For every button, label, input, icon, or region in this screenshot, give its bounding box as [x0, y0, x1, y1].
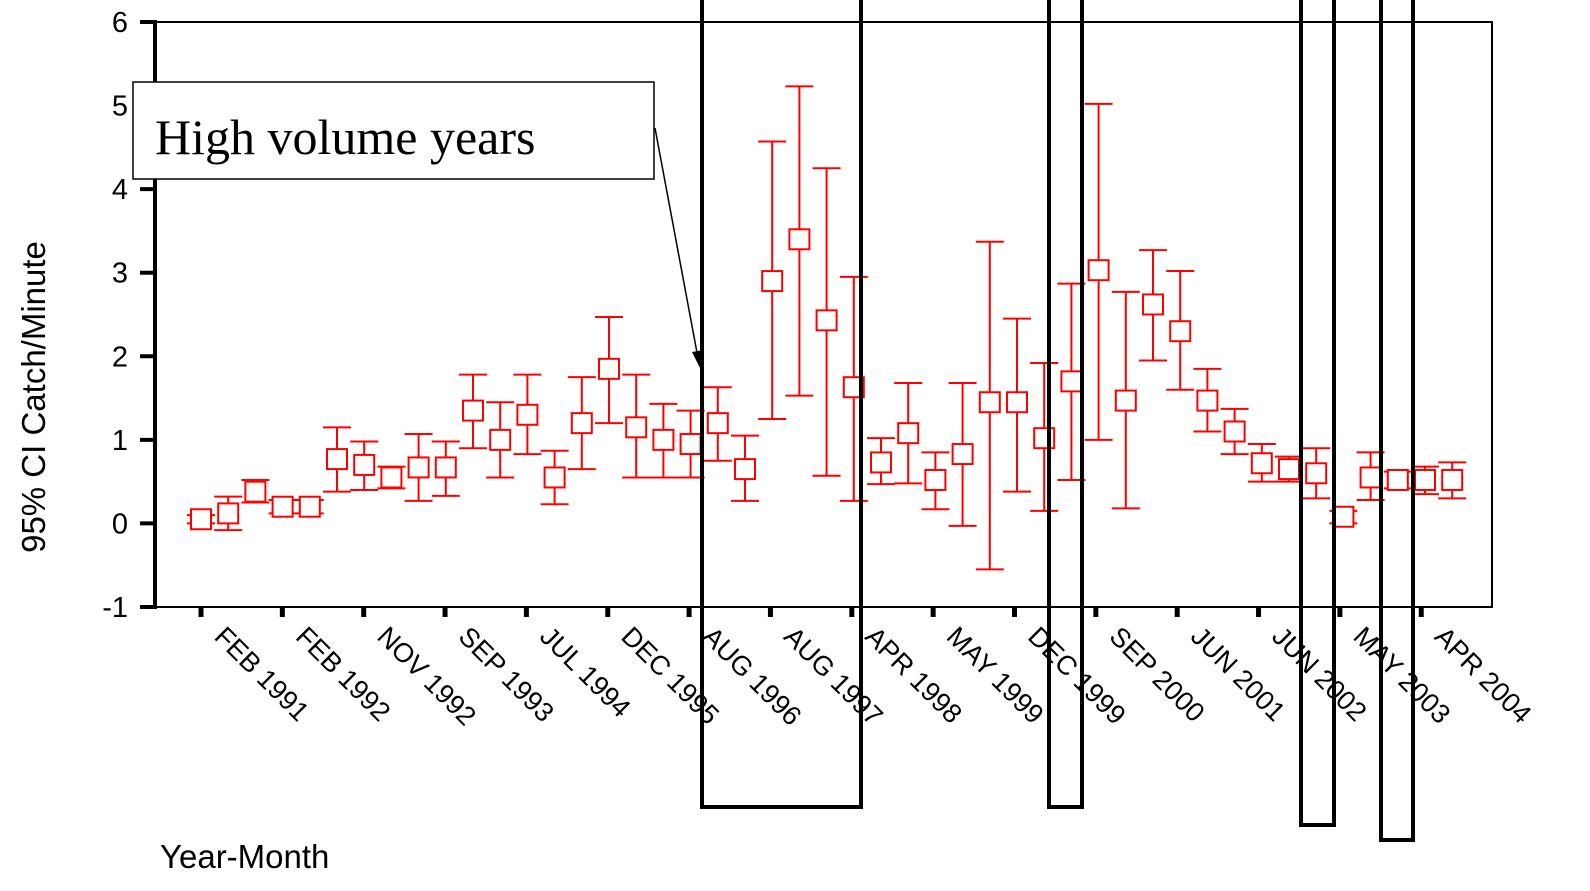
- y-tick-label: 4: [112, 174, 128, 206]
- data-point-marker: [842, 376, 865, 399]
- data-point-marker: [897, 422, 920, 445]
- data-point-marker: [951, 443, 974, 466]
- data-point-marker: [734, 458, 756, 481]
- data-point-marker: [870, 451, 892, 474]
- data-point-marker: [924, 468, 947, 491]
- annotation-callout: High volume years: [132, 81, 704, 370]
- data-point-marker: [326, 448, 348, 471]
- data-point-marker: [380, 466, 403, 489]
- data-point-marker: [1196, 389, 1219, 412]
- data-point-marker: [1087, 259, 1110, 282]
- y-tick-label: 5: [112, 91, 128, 123]
- y-tick-label: 2: [112, 341, 128, 373]
- data-point-marker: [434, 456, 457, 479]
- data-point-marker: [679, 433, 702, 456]
- data-point-marker: [1250, 452, 1273, 475]
- y-tick-label: 0: [112, 508, 128, 540]
- data-point-marker: [1441, 468, 1464, 491]
- data-point-marker: [1223, 420, 1246, 443]
- data-point-marker: [1114, 389, 1137, 412]
- highlight-box-2002: [1299, 0, 1336, 827]
- data-point-marker: [652, 428, 675, 451]
- data-point-marker: [761, 270, 784, 293]
- highlight-box-1999: [1047, 0, 1084, 809]
- data-point-marker: [1142, 293, 1164, 316]
- data-point-marker: [1414, 468, 1436, 491]
- y-tick-label: -1: [102, 592, 128, 624]
- data-point-marker: [1359, 466, 1382, 489]
- y-tick-label: 1: [112, 425, 128, 457]
- data-point-marker: [815, 309, 838, 332]
- data-point-marker: [271, 495, 294, 518]
- y-axis-title: 95% CI Catch/Minute: [15, 241, 52, 553]
- data-point-marker: [543, 466, 566, 489]
- y-axis-ticks: -1 0 1 2 3 4 5 6: [102, 7, 157, 624]
- y-tick-label: 6: [112, 7, 128, 39]
- data-point-marker: [516, 403, 539, 426]
- data-point-marker: [298, 495, 321, 518]
- data-point-marker: [570, 412, 593, 435]
- data-point-marker: [489, 428, 512, 451]
- data-point-marker: [1060, 370, 1083, 393]
- data-point-marker: [788, 228, 811, 251]
- data-point-marker: [353, 453, 376, 476]
- annotation-arrow-line: [654, 127, 699, 359]
- annotation-text: High volume years: [155, 109, 535, 165]
- data-point-marker: [462, 399, 484, 422]
- y-tick-label: 3: [112, 258, 128, 290]
- data-point-marker: [625, 416, 648, 439]
- data-point-marker: [598, 357, 620, 380]
- data-point-marker: [244, 480, 267, 503]
- data-point-marker: [1169, 320, 1192, 343]
- point-markers: [190, 228, 1464, 531]
- annotation-box: [132, 81, 655, 180]
- data-point-marker: [407, 456, 430, 479]
- data-point-marker: [190, 508, 212, 531]
- data-point-marker: [978, 391, 1001, 414]
- highlight-boxes: [700, 0, 1415, 842]
- data-point-marker: [1278, 458, 1300, 481]
- data-point-marker: [1386, 468, 1409, 491]
- highlight-box-2003: [1379, 0, 1415, 842]
- data-point-marker: [706, 412, 729, 435]
- data-point-marker: [217, 502, 240, 525]
- x-axis-title: Year-Month: [160, 838, 329, 875]
- data-point-marker: [1033, 427, 1056, 450]
- data-point-marker: [1006, 391, 1028, 414]
- data-point-marker: [1332, 505, 1355, 528]
- highlight-box-1996-1997: [700, 0, 863, 809]
- data-point-marker: [1305, 462, 1328, 485]
- annotation-arrowhead: [692, 350, 704, 370]
